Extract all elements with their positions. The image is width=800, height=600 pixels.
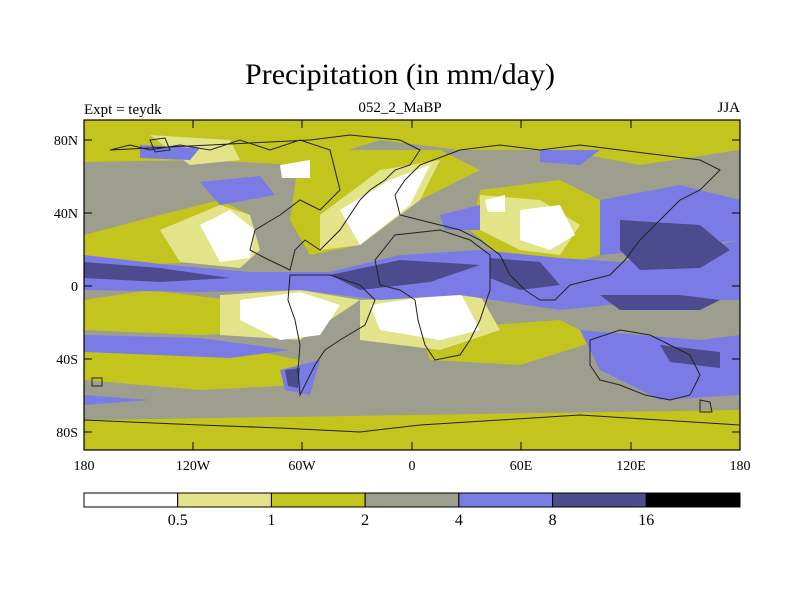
lon-tick-label: 120W [176,459,211,474]
legend-swatch [177,492,272,508]
lat-tick-label: 0 [71,280,78,295]
legend-swatch [83,492,179,508]
lon-tick-label: 60W [288,459,316,474]
experiment-label: Expt = teydk [84,102,162,118]
legend-swatch [364,492,460,508]
legend-level-label: 2 [361,512,369,529]
lat-tick-label: 80N [54,134,78,149]
lat-tick-label: 80S [56,426,78,441]
lon-tick-label: 180 [730,459,751,474]
legend-swatch [552,492,647,508]
period-label: 052_2_MaBP [358,100,442,116]
legend-level-label: 16 [638,512,654,529]
axis-ticks [84,120,740,450]
legend-level-label: 4 [455,512,463,529]
lat-tick-label: 40N [54,207,78,222]
season-label: JJA [717,100,740,116]
coastlines [84,134,740,433]
color-legend: 0.5 1 2 4 8 16 [83,492,741,529]
map-title: Precipitation (in mm/day) [245,58,555,91]
legend-swatch [270,492,366,508]
legend-level-label: 1 [267,512,275,529]
legend-level-label: 0.5 [168,512,188,529]
lon-tick-label: 180 [74,459,95,474]
legend-level-label: 8 [549,512,557,529]
lon-tick-label: 120E [616,459,646,474]
legend-swatch [458,492,554,508]
lat-tick-label: 40S [56,353,78,368]
lon-tick-label: 0 [409,459,416,474]
lon-tick-label: 60E [510,459,533,474]
precipitation-field [84,120,740,450]
legend-swatch [645,492,741,508]
